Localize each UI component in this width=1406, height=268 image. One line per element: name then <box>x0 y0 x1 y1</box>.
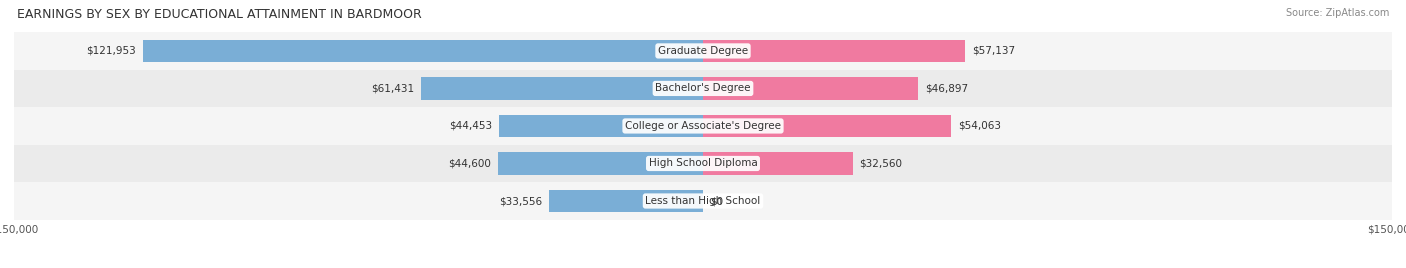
Text: $121,953: $121,953 <box>86 46 136 56</box>
Bar <box>14 107 1392 145</box>
Text: $57,137: $57,137 <box>973 46 1015 56</box>
Text: Graduate Degree: Graduate Degree <box>658 46 748 56</box>
Text: EARNINGS BY SEX BY EDUCATIONAL ATTAINMENT IN BARDMOOR: EARNINGS BY SEX BY EDUCATIONAL ATTAINMEN… <box>17 8 422 21</box>
Bar <box>14 70 1392 107</box>
Bar <box>420 77 703 100</box>
Text: $33,556: $33,556 <box>499 196 541 206</box>
Text: College or Associate's Degree: College or Associate's Degree <box>626 121 780 131</box>
Text: $44,600: $44,600 <box>449 158 491 169</box>
Text: $54,063: $54,063 <box>959 121 1001 131</box>
Bar <box>548 190 703 212</box>
Bar <box>703 115 952 137</box>
Bar <box>14 182 1392 220</box>
Bar <box>143 40 703 62</box>
Bar <box>14 32 1392 70</box>
Text: $44,453: $44,453 <box>449 121 492 131</box>
Text: $0: $0 <box>710 196 723 206</box>
Text: Bachelor's Degree: Bachelor's Degree <box>655 83 751 94</box>
Bar <box>499 115 703 137</box>
Bar <box>703 152 852 175</box>
Bar <box>703 77 918 100</box>
Bar <box>498 152 703 175</box>
Text: $46,897: $46,897 <box>925 83 969 94</box>
Text: Less than High School: Less than High School <box>645 196 761 206</box>
Text: $32,560: $32,560 <box>859 158 903 169</box>
Bar <box>703 40 966 62</box>
Text: High School Diploma: High School Diploma <box>648 158 758 169</box>
Legend: Male, Female: Male, Female <box>643 267 763 268</box>
Text: Source: ZipAtlas.com: Source: ZipAtlas.com <box>1285 8 1389 18</box>
Bar <box>14 145 1392 182</box>
Text: $61,431: $61,431 <box>371 83 413 94</box>
